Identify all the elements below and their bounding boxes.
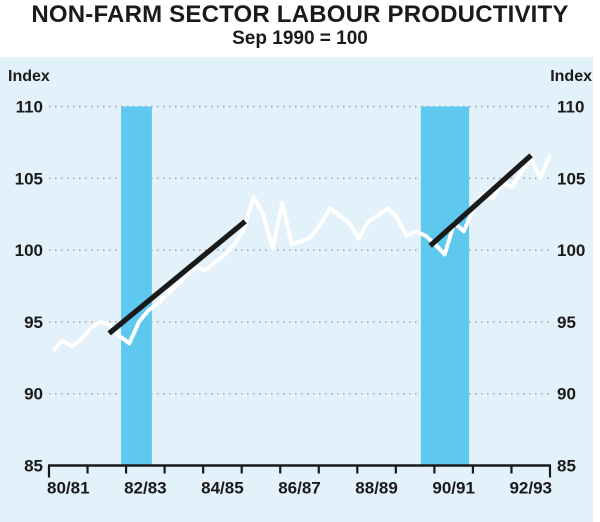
- x-axis-label-90-91: 90/91: [432, 479, 475, 498]
- y-axis-label-right-95: 95: [557, 313, 576, 332]
- trend-lines: [107, 153, 533, 336]
- y-axis-label-left-110: 110: [16, 98, 43, 117]
- x-axis-label-82-83: 82/83: [124, 479, 167, 498]
- y-axis-label-left-105: 105: [15, 169, 43, 188]
- y-axis-label-right-110: 110: [557, 98, 584, 117]
- x-axis-label-92-93: 92/93: [509, 479, 552, 498]
- recession-band: [121, 106, 152, 466]
- recession-band: [420, 106, 470, 466]
- chart-panel: 85 90 95 100 105 110 85 90 95 100 105 110 80/81 82/…: [0, 57, 593, 522]
- x-axis-labels: 80/81 82/83 84/85 86/87 88/89 90/91 92/93: [47, 479, 552, 498]
- trend-early-1990s: [428, 153, 533, 248]
- productivity-series-line: [51, 154, 552, 352]
- y-axis-label-left-100: 100: [15, 241, 43, 260]
- y-axis-label-right-100: 100: [557, 241, 585, 260]
- chart-subtitle: Sep 1990 = 100: [232, 28, 368, 49]
- series-lines: [51, 154, 552, 352]
- x-axis-label-80-81: 80/81: [47, 479, 90, 498]
- y-axis-label-right-85: 85: [557, 457, 576, 476]
- y-axis-labels-left: 85 90 95 100 105 110: [15, 98, 43, 476]
- y-axis-label-left-95: 95: [24, 313, 43, 332]
- x-axis-label-88-89: 88/89: [355, 479, 398, 498]
- chart-title: NON-FARM SECTOR LABOUR PRODUCTIVITY: [31, 1, 569, 28]
- x-axis: [47, 464, 552, 478]
- chart-canvas: 85 90 95 100 105 110 85 90 95 100 105 110 80/81 82/…: [8, 68, 592, 498]
- right-axis-title: Index: [550, 68, 592, 85]
- left-axis-title: Index: [8, 68, 50, 85]
- y-axis-label-right-90: 90: [557, 385, 576, 404]
- trend-early-1980s: [107, 219, 247, 336]
- x-axis-label-86-87: 86/87: [278, 479, 321, 498]
- x-axis-label-84-85: 84/85: [201, 479, 244, 498]
- y-axis-labels-right: 85 90 95 100 105 110: [557, 98, 585, 476]
- y-axis-label-left-90: 90: [24, 385, 43, 404]
- recession-bands: [121, 106, 470, 466]
- y-axis-label-right-105: 105: [557, 169, 585, 188]
- y-axis-label-left-85: 85: [24, 457, 43, 476]
